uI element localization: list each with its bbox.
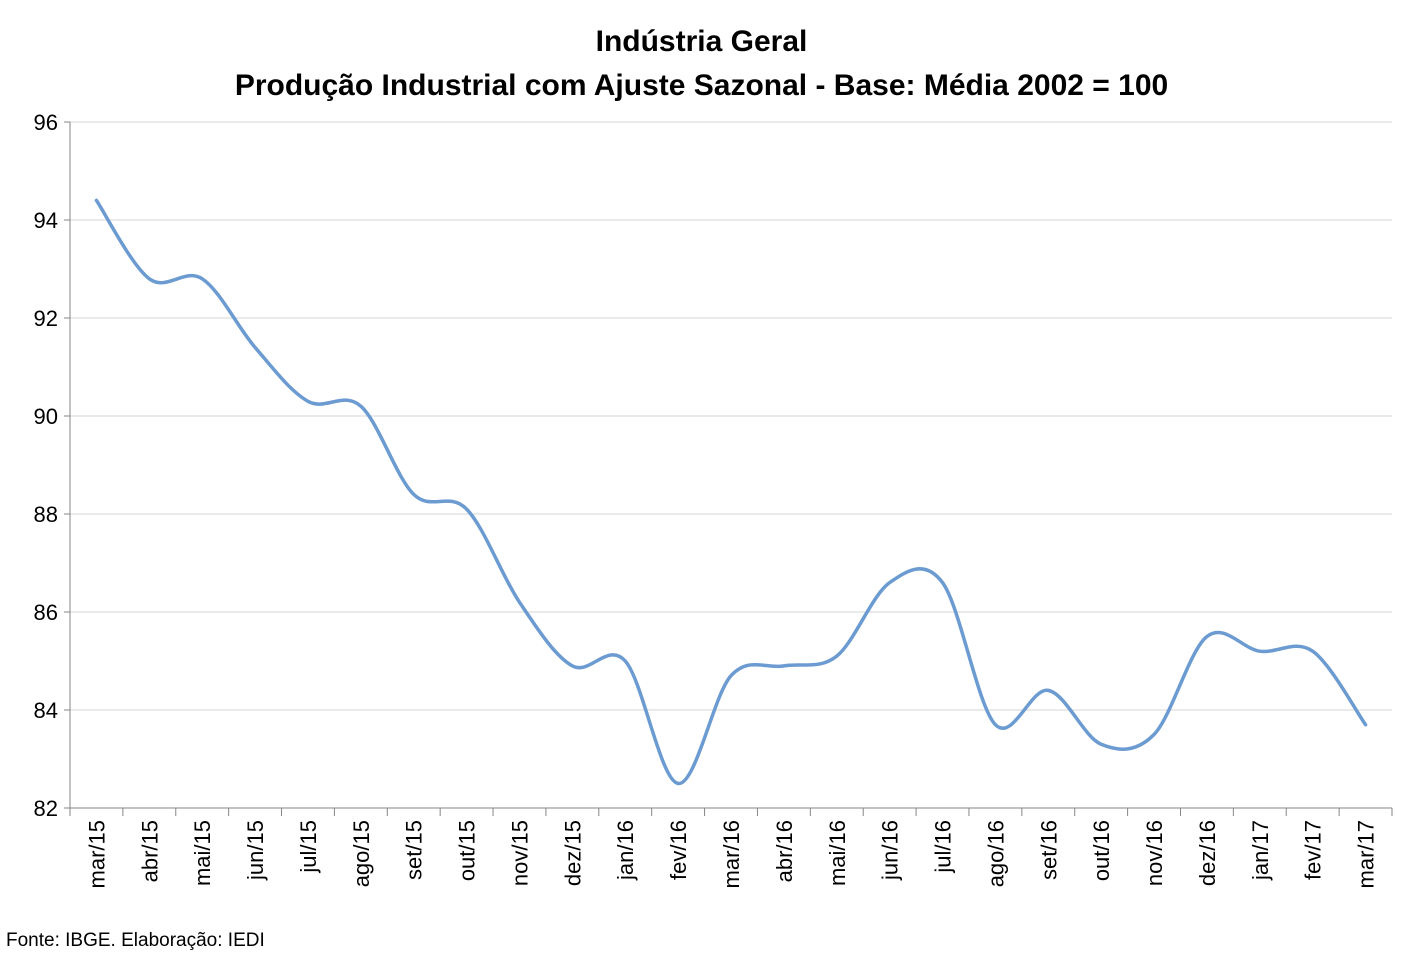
x-tick-label-set-15: set/15 (402, 820, 427, 880)
y-tick-label: 90 (34, 404, 58, 429)
chart-title-block: Indústria Geral Produção Industrial com … (0, 20, 1403, 108)
x-tick-label-jul-16: jul/16 (931, 820, 956, 874)
x-tick-label-ago-16: ago/16 (983, 820, 1008, 887)
x-tick-label-mai-16: mai/16 (825, 820, 850, 886)
x-tick-label-nov-16: nov/16 (1142, 820, 1167, 886)
chart-title: Indústria Geral (595, 25, 808, 58)
series-line (94, 198, 1368, 786)
y-tick-label: 82 (34, 796, 58, 821)
y-tick-label: 86 (34, 600, 58, 625)
source-note: Fonte: IBGE. Elaboração: IEDI (6, 930, 265, 951)
x-tick-label-mai-15: mai/15 (190, 820, 215, 886)
axes (69, 122, 1392, 809)
x-tick-label-out-16: out/16 (1089, 820, 1114, 881)
x-tick-label-ago-15: ago/15 (349, 820, 374, 887)
x-tick-label-dez-15: dez/15 (560, 820, 585, 886)
x-tick-label-fev-17: fev/17 (1301, 820, 1326, 880)
x-tick-label-set-16: set/16 (1036, 820, 1061, 880)
x-tick-label-mar-17: mar/17 (1354, 820, 1379, 888)
y-axis-ticks: 82 84 86 88 90 92 94 96 (34, 110, 70, 821)
series-producao-industrial (94, 198, 1368, 786)
x-tick-label-jun-16: jun/16 (878, 820, 903, 881)
y-tick-label: 92 (34, 306, 58, 331)
x-tick-label-jan-16: jan/16 (613, 820, 638, 881)
x-tick-label-dez-16: dez/16 (1195, 820, 1220, 886)
x-tick-label-mar-15: mar/15 (84, 820, 109, 888)
y-tick-label: 88 (34, 502, 58, 527)
x-tick-label-abr-16: abr/16 (772, 820, 797, 882)
gridlines (70, 121, 1392, 711)
x-tick-label-out-15: out/15 (455, 820, 480, 881)
x-tick-label-jun-15: jun/15 (243, 820, 268, 881)
x-axis-ticks: mar/15 abr/15 mai/15 jun/15 jul/15 ago/15 set/… (69, 808, 1393, 888)
x-tick-label-mar-16: mar/16 (719, 820, 744, 888)
y-tick-label: 84 (34, 698, 58, 723)
x-tick-label-jul-15: jul/15 (296, 820, 321, 874)
x-tick-label-nov-15: nov/15 (507, 820, 532, 886)
y-tick-label: 96 (34, 110, 58, 135)
x-tick-label-fev-16: fev/16 (666, 820, 691, 880)
x-tick-label-jan-17: jan/17 (1248, 820, 1273, 881)
chart-subtitle: Produção Industrial com Ajuste Sazonal -… (234, 69, 1169, 102)
x-tick-label-abr-15: abr/15 (137, 820, 162, 882)
y-tick-label: 94 (34, 208, 58, 233)
